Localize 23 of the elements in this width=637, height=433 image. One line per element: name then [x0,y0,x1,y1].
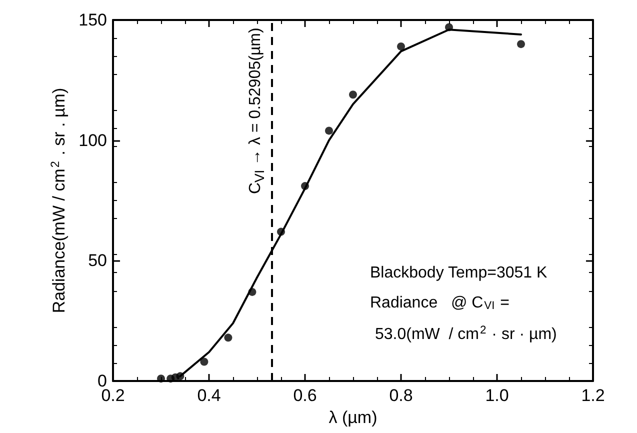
x-tick-label: 1.2 [581,386,605,405]
x-tick-label: 1.0 [485,386,509,405]
point [445,23,453,32]
point [301,182,309,190]
x-tick-label: 0.6 [293,386,317,405]
x-axis-title: λ (µm) [328,408,378,427]
y-tick-label: 50 [88,251,107,270]
point [176,372,184,380]
point [325,126,333,135]
y-tick-label: 150 [78,10,107,30]
point [517,40,525,48]
x-tick-label: 0.8 [389,386,413,405]
point [157,374,165,383]
point [224,334,232,342]
annotation: Blackbody Temp=3051 K [370,264,548,282]
y-axis-title: Radiance(mW / cm2 . sr . µm) [48,88,69,314]
x-tick-label: 0.4 [197,386,221,405]
point [248,288,256,296]
point [277,228,285,236]
y-tick-label: 100 [78,130,107,150]
point [200,358,208,366]
point [349,90,357,99]
point [397,42,405,50]
